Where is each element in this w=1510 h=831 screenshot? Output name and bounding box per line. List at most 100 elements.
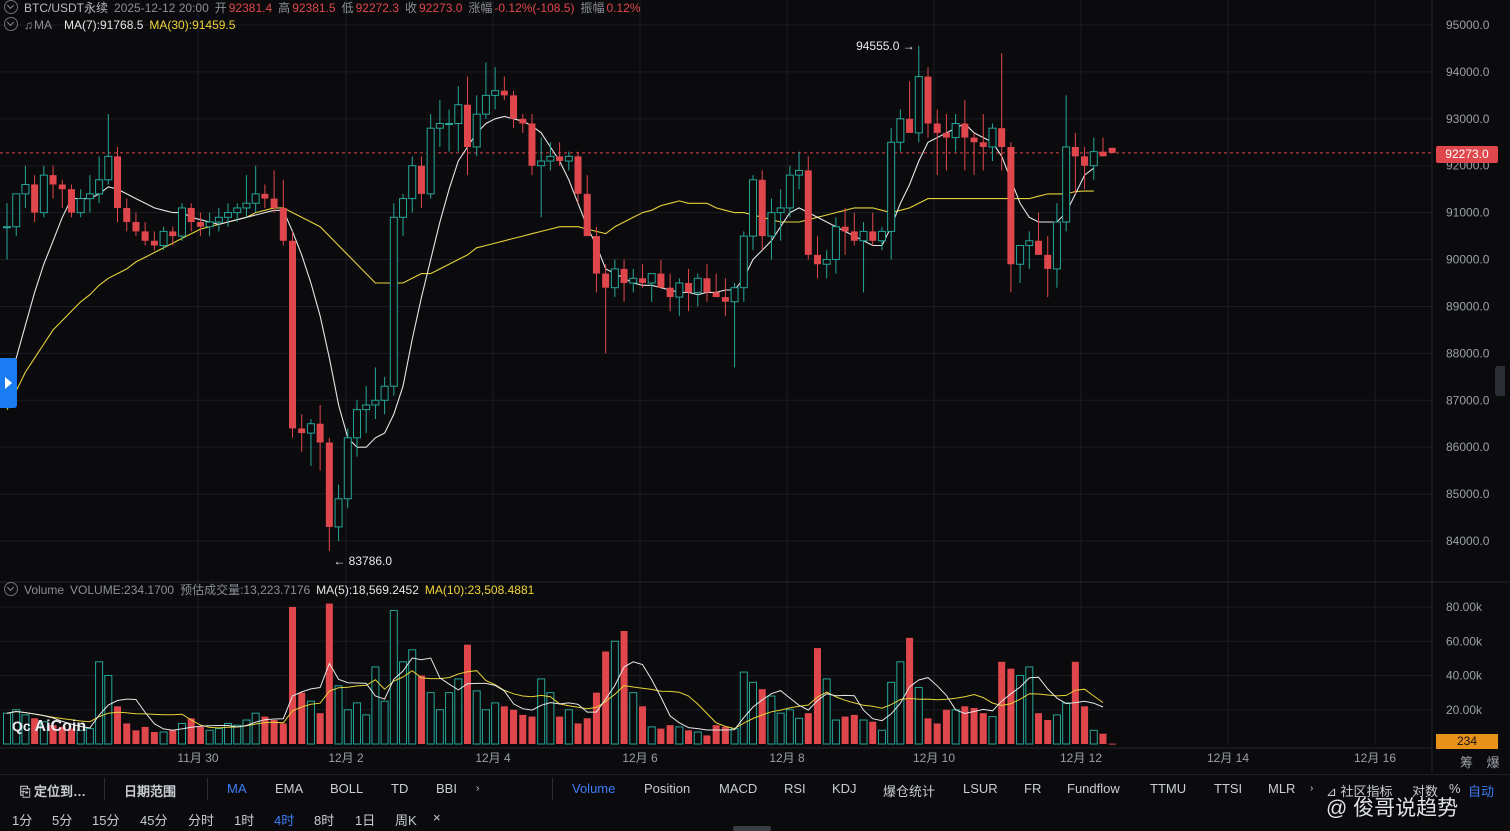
volume-bar-up: [408, 649, 417, 745]
indicator-ema[interactable]: EMA: [275, 781, 304, 796]
candle-body-down: [67, 189, 75, 213]
candle-body-up: [371, 399, 380, 406]
volume-bar-down: [979, 713, 987, 744]
sub-indicator-rsi[interactable]: RSI: [784, 781, 806, 796]
volume-bar-up: [389, 609, 398, 745]
axis-corner-buttons: 筹 爆: [1460, 752, 1500, 771]
volume-bar-down: [187, 718, 195, 744]
candle-body-down: [528, 123, 536, 166]
right-panel-toggle[interactable]: [1495, 366, 1505, 396]
sub-indicator-lsur[interactable]: LSUR: [963, 781, 998, 796]
interval-1m[interactable]: 1分: [12, 813, 33, 828]
volume-bar-up: [1062, 702, 1071, 745]
candle-body-down: [169, 231, 177, 237]
sub-indicator-ttmu[interactable]: TTMU: [1150, 781, 1187, 796]
community-indicator-button[interactable]: ⊿ 社区指标: [1326, 781, 1393, 800]
interval-weekly[interactable]: 周K: [395, 813, 417, 828]
date-tick-label: 11月 30: [177, 751, 218, 765]
collapse-icon[interactable]: [4, 17, 18, 31]
close-icon[interactable]: ×: [433, 810, 441, 825]
volume-bar-down: [924, 718, 932, 744]
candle-body-down: [417, 165, 425, 194]
candle-body-up: [1016, 244, 1025, 265]
interval-4h[interactable]: 4时: [274, 813, 295, 828]
candle-body-up: [914, 76, 923, 134]
interval-8h[interactable]: 8时: [314, 813, 335, 828]
date-range-button[interactable]: 日期范围: [124, 784, 177, 799]
volume-legend: Volume VOLUME:234.1700 预估成交量:13,223.7176 MA…: [0, 582, 540, 598]
interval-timeshare[interactable]: 分时: [188, 813, 215, 828]
divider: [552, 778, 553, 800]
liquidation-button[interactable]: 爆: [1486, 755, 1500, 770]
low-label: 低: [341, 1, 354, 15]
volume-bar-up: [214, 728, 223, 745]
indicator-ma[interactable]: MA: [227, 781, 247, 796]
left-panel-toggle[interactable]: [0, 358, 17, 408]
volume-bar-up: [371, 666, 380, 745]
volume-bar-down: [804, 713, 812, 744]
indicator-bbi[interactable]: BBI: [436, 781, 457, 796]
locate-button[interactable]: ⎘ 定位到…: [20, 781, 86, 800]
interval-5m[interactable]: 5分: [52, 813, 73, 828]
divider: [104, 778, 105, 800]
volume-bar-up: [205, 729, 214, 745]
interval-1h[interactable]: 1时: [234, 813, 255, 828]
candle-body-down: [31, 184, 39, 213]
sub-indicator-fundflow[interactable]: Fundflow: [1067, 781, 1120, 796]
volume-bar-down: [196, 726, 204, 744]
sub-indicator-volume[interactable]: Volume: [572, 781, 616, 796]
candle-body-up: [1052, 221, 1061, 270]
candle-body-up: [546, 155, 555, 162]
percent-scale-toggle[interactable]: %: [1449, 781, 1461, 796]
indicator-boll[interactable]: BOLL: [330, 781, 364, 796]
sub-indicator-macd[interactable]: MACD: [719, 781, 758, 796]
volume-bar-up: [739, 671, 748, 745]
chip-button[interactable]: 筹: [1460, 755, 1474, 770]
interval-15m[interactable]: 15分: [92, 813, 120, 828]
price-tick-label: 90000.0: [1446, 253, 1490, 267]
candle-body-down: [1108, 147, 1116, 153]
date-tick-label: 12月 10: [913, 751, 955, 765]
high-value: 92381.5: [292, 1, 336, 15]
candle-body-down: [657, 273, 665, 288]
volume-bar-up: [242, 719, 251, 745]
current-volume-tag: 234: [1436, 734, 1498, 749]
collapse-icon[interactable]: [4, 582, 18, 596]
sub-indicator-position[interactable]: Position: [644, 781, 691, 796]
ohlc-header: BTC/USDT永续 2025-12-12 20:00 开 92381.4 高 92381…: [0, 0, 647, 16]
kline-chart[interactable]: 94555.0 → ← 83786.0 95000.0 94000.0 93000.0…: [0, 0, 1510, 774]
collapse-icon[interactable]: [4, 0, 18, 14]
sub-indicator-mlr[interactable]: MLR: [1268, 781, 1296, 796]
sub-indicator-kdj[interactable]: KDJ: [832, 781, 857, 796]
date-tick-label: 12月 8: [769, 751, 805, 765]
volume-bar-down: [141, 726, 149, 744]
candle-body-down: [316, 423, 324, 443]
auto-scale-toggle[interactable]: 自动: [1468, 784, 1495, 799]
volume-name: Volume: [24, 583, 65, 597]
low-annotation: ← 83786.0: [333, 554, 392, 568]
candle-body-up: [205, 221, 214, 228]
sub-indicator-liquidation[interactable]: 爆仓统计: [883, 784, 936, 799]
sub-indicator-ttsi[interactable]: TTSI: [1214, 781, 1243, 796]
resize-handle[interactable]: [733, 826, 771, 831]
interval-45m[interactable]: 45分: [140, 813, 168, 828]
candle-body-up: [104, 155, 113, 181]
volume-tick-label: 60.00k: [1446, 634, 1483, 648]
candle-body-up: [896, 118, 905, 143]
indicator-td[interactable]: TD: [391, 781, 409, 796]
symbol-label: BTC/USDT永续: [24, 1, 109, 15]
candle-body-up: [177, 207, 186, 237]
interval-1d[interactable]: 1日: [355, 813, 376, 828]
price-tick-label: 85000.0: [1446, 487, 1490, 501]
volume-bar-up: [822, 678, 831, 745]
bell-icon[interactable]: ♫: [24, 18, 33, 32]
volume-bar-up: [224, 722, 233, 745]
candle-body-down: [289, 240, 297, 429]
candle-body-down: [583, 193, 591, 237]
log-scale-toggle[interactable]: 对数: [1412, 784, 1439, 799]
locate-label: 定位到…: [34, 784, 87, 799]
volume-bar-up: [380, 700, 389, 745]
more-arrow-icon[interactable]: ›: [476, 783, 480, 794]
more-arrow-icon[interactable]: ›: [1310, 783, 1314, 794]
sub-indicator-fr[interactable]: FR: [1024, 781, 1042, 796]
